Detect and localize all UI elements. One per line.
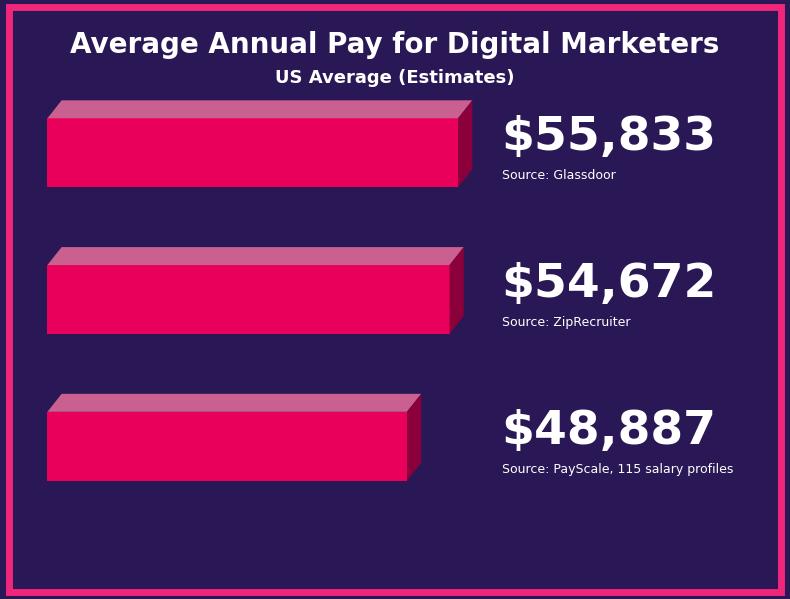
Text: $54,672: $54,672	[502, 262, 717, 307]
Polygon shape	[47, 394, 421, 412]
Text: US Average (Estimates): US Average (Estimates)	[275, 69, 515, 87]
Polygon shape	[47, 119, 458, 187]
Text: Source: Glassdoor: Source: Glassdoor	[502, 169, 615, 182]
Polygon shape	[450, 247, 464, 334]
Text: Source: ZipRecruiter: Source: ZipRecruiter	[502, 316, 630, 329]
Text: $48,887: $48,887	[502, 409, 717, 454]
Polygon shape	[47, 100, 472, 119]
Polygon shape	[47, 247, 464, 265]
Text: Source: PayScale, 115 salary profiles: Source: PayScale, 115 salary profiles	[502, 462, 733, 476]
Text: Average Annual Pay for Digital Marketers: Average Annual Pay for Digital Marketers	[70, 31, 720, 59]
Polygon shape	[47, 265, 450, 334]
Polygon shape	[458, 100, 472, 187]
Polygon shape	[47, 412, 407, 480]
Text: $55,833: $55,833	[502, 115, 717, 161]
Polygon shape	[407, 394, 421, 480]
